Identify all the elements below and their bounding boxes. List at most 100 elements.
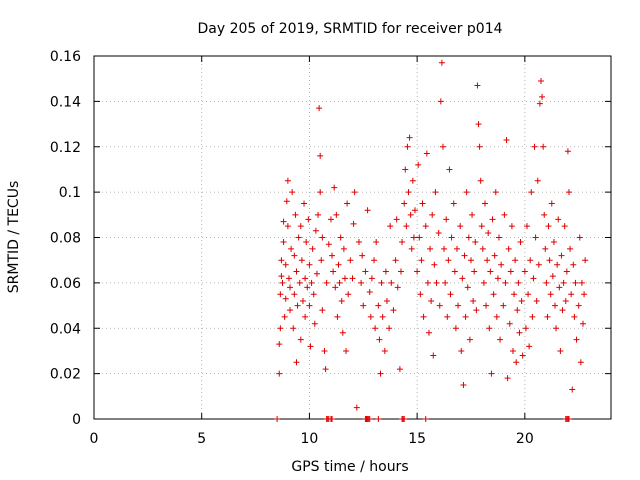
data-point (470, 298, 477, 305)
data-point (297, 336, 304, 343)
data-point (304, 284, 311, 291)
data-point (515, 279, 522, 286)
data-point (337, 234, 344, 241)
data-point (336, 279, 343, 286)
data-point (455, 302, 462, 309)
y-tick-label: 0.16 (50, 49, 81, 65)
data-point (522, 325, 529, 332)
data-point (285, 275, 292, 282)
data-point (430, 352, 437, 359)
data-point (450, 200, 457, 207)
data-point (544, 313, 551, 320)
data-point (569, 386, 576, 393)
axis-ticks (93, 55, 611, 420)
data-point (471, 268, 478, 275)
data-point (292, 211, 299, 218)
data-point (287, 284, 294, 291)
data-point (355, 239, 362, 246)
data-point (525, 291, 532, 298)
data-point (399, 239, 406, 246)
data-point (495, 234, 502, 241)
data-point (402, 166, 409, 173)
data-point (472, 239, 479, 246)
data-point (338, 298, 345, 305)
data-point (417, 291, 424, 298)
data-point (567, 245, 574, 252)
data-point (561, 223, 568, 230)
data-point (490, 291, 497, 298)
data-point (387, 223, 394, 230)
data-point (498, 261, 505, 268)
data-point (509, 347, 516, 354)
data-point (375, 416, 382, 422)
data-point (462, 313, 469, 320)
data-point (388, 279, 395, 286)
data-point (423, 150, 430, 157)
data-point (401, 416, 408, 422)
data-point (573, 336, 580, 343)
data-point (555, 216, 562, 223)
data-point (424, 279, 431, 286)
data-point (491, 252, 498, 259)
data-point (530, 275, 537, 282)
data-point (475, 121, 482, 128)
data-point (303, 239, 310, 246)
data-point (547, 291, 554, 298)
data-point (319, 234, 326, 241)
data-point (414, 268, 421, 275)
data-point (312, 227, 319, 234)
data-point (444, 313, 451, 320)
data-point (438, 59, 445, 66)
data-point (556, 284, 563, 291)
data-point (409, 177, 416, 184)
data-point (373, 239, 380, 246)
data-point (301, 200, 308, 207)
data-point (372, 325, 379, 332)
data-point (582, 257, 589, 264)
grid-lines (94, 56, 611, 419)
data-point (283, 198, 290, 205)
data-point (298, 257, 305, 264)
data-point (278, 257, 285, 264)
data-point (277, 291, 284, 298)
data-point (436, 302, 443, 309)
data-point (331, 184, 338, 191)
data-point (516, 329, 523, 336)
data-point (474, 82, 481, 89)
data-point (433, 279, 440, 286)
data-point (452, 325, 459, 332)
data-point (548, 200, 555, 207)
data-point (568, 291, 575, 298)
data-point (330, 268, 337, 275)
data-point (505, 245, 512, 252)
data-point (486, 325, 493, 332)
data-point (493, 313, 500, 320)
data-point (378, 279, 385, 286)
data-point (445, 257, 452, 264)
data-point (437, 98, 444, 105)
data-point (425, 329, 432, 336)
data-point (375, 302, 382, 309)
data-point (579, 320, 586, 327)
data-point (519, 352, 526, 359)
x-tick-labels: 0 5 10 15 20 (90, 431, 534, 447)
data-point (476, 143, 483, 150)
data-point (508, 223, 515, 230)
data-point (469, 211, 476, 218)
data-point (511, 291, 518, 298)
data-point (392, 257, 399, 264)
data-point (383, 298, 390, 305)
data-point (319, 307, 326, 314)
data-point (403, 223, 410, 230)
data-point (296, 279, 303, 286)
data-point (353, 404, 360, 411)
data-point (368, 275, 375, 282)
data-point (514, 307, 521, 314)
data-point (404, 143, 411, 150)
data-point (366, 288, 373, 295)
data-point (446, 166, 453, 173)
data-point (541, 211, 548, 218)
data-point (565, 416, 572, 422)
data-point (291, 291, 298, 298)
